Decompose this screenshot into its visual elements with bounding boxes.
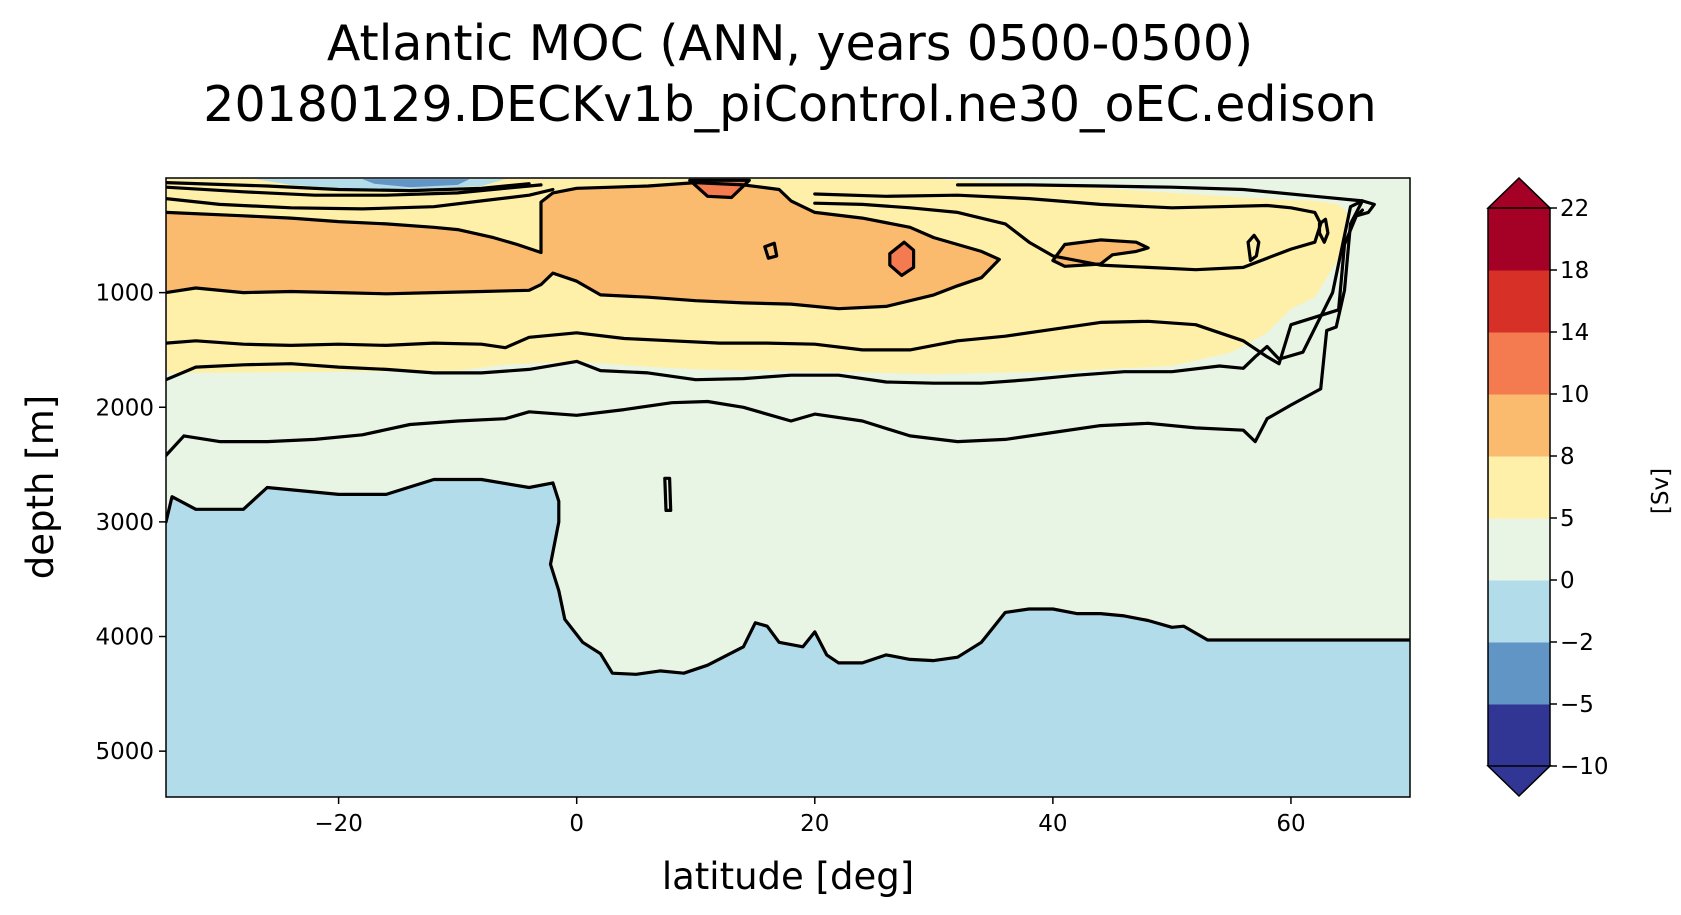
contour-line-6 <box>166 187 555 211</box>
x-axis: −20 0 20 40 60 <box>314 797 1306 837</box>
y-axis: 1000 2000 3000 4000 5000 <box>95 281 166 765</box>
contour-line-9 <box>956 183 1376 218</box>
colorbar-tick-label: 18 <box>1560 258 1589 284</box>
colorbar-label: [Sv] <box>1648 468 1674 514</box>
y-tick-label: 3000 <box>95 510 154 536</box>
colorbar-tick-label: 14 <box>1560 320 1589 346</box>
contour-lines <box>166 178 1410 676</box>
colorbar-outline <box>1487 208 1551 766</box>
contour-fills <box>166 179 1410 797</box>
y-tick-label: 5000 <box>95 739 154 765</box>
colorbar-tick-label: 10 <box>1560 382 1589 408</box>
colorbar: −10 −5 −2 0 5 8 10 14 18 22 <box>1486 176 1609 798</box>
contour-line-8 <box>813 192 1323 272</box>
colorbar-tick-label: −5 <box>1560 692 1594 718</box>
contour-region-2 <box>166 182 1000 309</box>
contour-line-11 <box>888 240 916 277</box>
contour-line-12 <box>688 178 751 200</box>
colorbar-extend-max <box>1486 176 1552 209</box>
colorbar-tick-label: 0 <box>1560 568 1575 594</box>
x-tick-label: 40 <box>1038 811 1067 837</box>
y-tick-label: 4000 <box>95 625 154 651</box>
y-axis-label: depth [m] <box>19 395 62 579</box>
x-axis-label: latitude [deg] <box>662 855 914 898</box>
colorbar-segment <box>1488 332 1550 395</box>
chart-title-line-2: 20180129.DECKv1b_piControl.ne30_oEC.edis… <box>203 76 1376 133</box>
plot-frame <box>165 177 1411 798</box>
plot-area <box>166 178 1410 797</box>
colorbar-tick-label: −10 <box>1560 754 1609 780</box>
contour-line-4 <box>166 181 1001 311</box>
colorbar-segment <box>1488 394 1550 457</box>
contour-line-1 <box>166 199 1364 385</box>
colorbar-segment <box>1488 704 1550 767</box>
colorbar-tick-label: 5 <box>1560 506 1575 532</box>
colorbar-segment <box>1488 518 1550 581</box>
colorbar-segment <box>1488 270 1550 333</box>
contour-line-3 <box>166 477 1410 676</box>
colorbar-segment <box>1488 208 1550 271</box>
colorbar-segment <box>1488 580 1550 643</box>
contour-line-15 <box>1317 217 1330 244</box>
y-tick-label: 1000 <box>95 281 154 307</box>
colorbar-extend-min <box>1486 765 1552 798</box>
x-tick-label: −20 <box>314 811 363 837</box>
x-tick-label: 20 <box>800 811 829 837</box>
chart-title-line-1: Atlantic MOC (ANN, years 0500-0500) <box>327 15 1253 72</box>
contour-line-13 <box>763 241 779 260</box>
colorbar-segment <box>1488 456 1550 519</box>
contour-region-8 <box>362 179 470 188</box>
colorbar-tick-label: −2 <box>1560 630 1594 656</box>
contour-line-7 <box>166 181 531 193</box>
x-tick-label: 0 <box>569 811 584 837</box>
contour-region-6 <box>166 479 1410 797</box>
colorbar-tick-label: 8 <box>1560 444 1575 470</box>
contour-line-5 <box>166 183 543 197</box>
contour-line-14 <box>1246 233 1261 263</box>
y-tick-label: 2000 <box>95 395 154 421</box>
contour-line-16 <box>663 476 673 512</box>
colorbar-tick-label: 22 <box>1560 196 1589 222</box>
contour-line-10 <box>1051 238 1150 268</box>
contour-line-0 <box>166 208 1364 366</box>
contour-line-2 <box>166 199 1364 457</box>
colorbar-segment <box>1488 642 1550 705</box>
x-tick-label: 60 <box>1276 811 1305 837</box>
